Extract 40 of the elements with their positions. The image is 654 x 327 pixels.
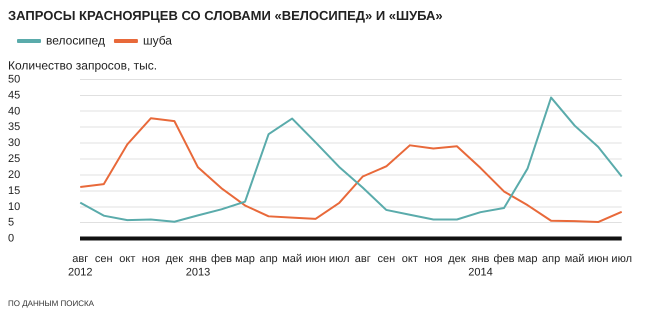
x-tick-label: авг 2012 [68,253,92,278]
y-tick-label: 10 [8,200,20,213]
y-tick-label: 5 [8,216,14,229]
x-tick-label: фев [493,253,515,266]
y-tick-label: 20 [8,168,20,181]
y-tick-label: 50 [8,73,20,86]
x-tick-label: июн [305,253,326,266]
x-tick-label: ноя [142,253,160,266]
x-tick-label: дек [448,253,466,266]
y-tick-label: 30 [8,137,20,150]
x-tick-label: дек [166,253,184,266]
x-tick-label: май [564,253,585,266]
x-tick-label: янв 2014 [468,253,493,278]
x-tick-label: фев [210,253,232,266]
chart-title: ЗАПРОСЫ КРАСНОЯРЦЕВ СО СЛОВАМИ «ВЕЛОСИПЕД» И «ШУБА» [8,8,444,23]
x-tick-label: мар [518,253,538,266]
x-tick-label: окт [402,253,418,266]
x-tick-label: апр [259,253,278,266]
y-tick-label: 40 [8,105,20,118]
x-tick-label: ноя [424,253,442,266]
y-tick-label: 0 [8,232,14,245]
text: ПО ДАННЫМ ПОИСКА [8,299,95,308]
legend-label: велосипед [46,33,105,48]
x-tick-label: окт [119,253,136,266]
x-tick-label: май [282,253,302,266]
x-tick-label: сен [94,253,113,266]
y-tick-label: 15 [8,184,20,197]
x-tick-label: июл [611,253,632,266]
x-tick-label: янв 2013 [186,253,210,278]
y-tick-label: 45 [8,89,20,102]
y-axis-title: Количество запросов, тыс. [8,58,158,73]
x-tick-label: апр [542,253,560,266]
y-tick-label: 35 [8,121,20,134]
x-tick-label: июл [328,253,350,266]
x-tick-label: мар [235,253,255,266]
y-tick-label: 25 [8,153,20,166]
x-tick-label: авг [354,253,371,266]
x-tick-label: сен [377,253,396,266]
x-tick-label: июн [588,253,608,266]
legend-label: шуба [142,33,172,48]
